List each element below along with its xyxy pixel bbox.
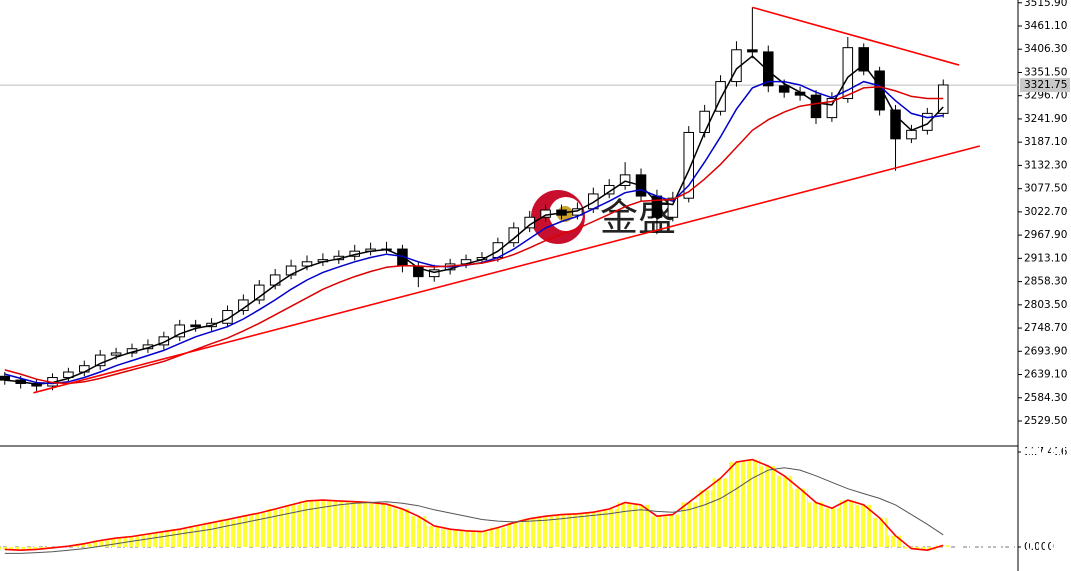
y-tick-label: 3077.50 [1024, 183, 1067, 195]
y-tick-label: 3406.30 [1024, 43, 1067, 55]
y-tick-label: 2913.10 [1024, 252, 1067, 264]
candle-body [906, 129, 917, 140]
macd-outline [4, 458, 944, 552]
macd-bar [458, 530, 475, 547]
macd-bar [219, 519, 236, 547]
y-tick-label: 2967.90 [1024, 229, 1067, 241]
macd-bar [299, 500, 315, 547]
macd-bar [776, 475, 793, 547]
candle-body [747, 49, 758, 53]
candle-body [301, 261, 313, 267]
macd-bar [760, 466, 777, 547]
macd-bar [808, 502, 824, 547]
candle-body [858, 47, 869, 72]
candle-body [94, 354, 106, 367]
y-tick-label: 3241.90 [1024, 113, 1067, 125]
moving-average [4, 55, 944, 386]
candle-body [922, 112, 933, 131]
signal-line [4, 467, 944, 554]
candle-body [619, 174, 631, 186]
trendline [33, 145, 981, 394]
y-tick-label: 3022.70 [1024, 206, 1067, 218]
y-tick-label: 3132.30 [1024, 159, 1067, 171]
macd-bar [855, 504, 872, 547]
trendline [752, 6, 960, 66]
current-price-label: 3321.75 [1024, 79, 1067, 91]
current-price-box [1020, 78, 1070, 93]
candle-body [0, 375, 11, 381]
candle-body [778, 85, 790, 93]
y-tick-label: 3187.10 [1024, 136, 1067, 148]
macd-bar [505, 522, 522, 547]
candle-body [174, 324, 186, 338]
macd-bar [92, 540, 109, 547]
candle-body [540, 209, 551, 218]
macd-bar [410, 516, 427, 547]
candle-body [79, 365, 90, 373]
candle-body [603, 184, 615, 195]
candle-body [890, 109, 901, 140]
candle-body [190, 324, 201, 328]
candle-body [810, 94, 822, 119]
macd-bar [362, 502, 379, 547]
y-tick-label: 2529.50 [1024, 415, 1067, 427]
macd-bar [680, 502, 697, 547]
y-tick-label: 2584.30 [1024, 392, 1067, 404]
macd-bar [187, 525, 204, 547]
candle-body [763, 51, 774, 87]
macd-bar [76, 543, 93, 547]
candle-body [222, 310, 233, 324]
macd-bar [171, 529, 188, 547]
y-tick-label: 3461.10 [1024, 20, 1067, 32]
candle-body [826, 98, 838, 119]
macd-bar [712, 478, 729, 547]
candle-body [667, 197, 679, 218]
moving-average [4, 85, 944, 385]
y-tick-label: 3351.50 [1024, 66, 1067, 78]
candle-body [683, 131, 695, 199]
y-tick-label: 2748.70 [1024, 322, 1067, 334]
macd-bar [728, 462, 745, 547]
macd-bar [394, 508, 411, 547]
y-tick-label: 2693.90 [1024, 345, 1067, 357]
macd-bar [919, 546, 936, 551]
y-tick-label: 3296.70 [1024, 90, 1067, 102]
macd-bar [442, 529, 459, 547]
macd-bar [585, 512, 602, 547]
macd-bar [823, 508, 840, 547]
candle-body [158, 336, 170, 346]
macd-bar [633, 504, 649, 547]
candle-body [428, 269, 440, 278]
y-tick-label: 2858.30 [1024, 276, 1067, 288]
candle-body [699, 110, 710, 133]
candle-body [63, 371, 74, 379]
y-tick-label: 2639.10 [1024, 369, 1067, 381]
candle-body [110, 352, 122, 356]
macd-bar [139, 534, 156, 547]
candle-body [715, 81, 726, 112]
y-tick-label: 3515.90 [1024, 0, 1067, 9]
y-tick-label: 2803.50 [1024, 299, 1067, 311]
macd-bar [0, 546, 13, 550]
macd-bar [489, 527, 506, 547]
macd-bar [28, 546, 45, 550]
macd-bar [871, 517, 888, 547]
